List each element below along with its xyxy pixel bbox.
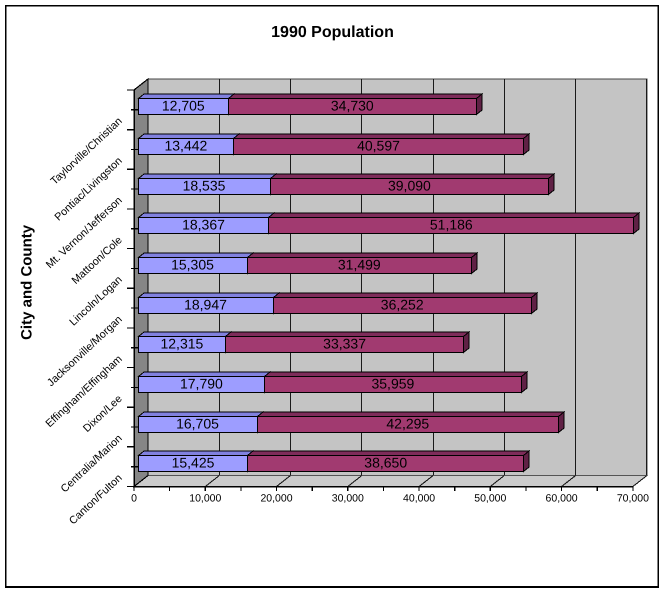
svg-text:31,499: 31,499 — [338, 257, 381, 273]
svg-text:12,705: 12,705 — [162, 98, 205, 114]
svg-text:0: 0 — [131, 493, 137, 505]
svg-text:35,959: 35,959 — [371, 376, 414, 392]
svg-text:1990 Population: 1990 Population — [271, 24, 394, 41]
svg-text:42,295: 42,295 — [386, 416, 429, 432]
svg-text:33,337: 33,337 — [323, 336, 366, 352]
svg-text:20,000: 20,000 — [260, 493, 292, 505]
svg-text:40,597: 40,597 — [357, 138, 400, 154]
svg-text:City and County: City and County — [19, 224, 36, 340]
svg-text:18,535: 18,535 — [183, 178, 226, 194]
svg-text:10,000: 10,000 — [189, 493, 221, 505]
svg-text:17,790: 17,790 — [180, 376, 223, 392]
svg-text:38,650: 38,650 — [364, 455, 407, 471]
svg-text:12,315: 12,315 — [160, 336, 203, 352]
svg-text:15,305: 15,305 — [171, 257, 214, 273]
svg-text:13,442: 13,442 — [164, 138, 207, 154]
svg-text:34,730: 34,730 — [331, 98, 374, 114]
svg-text:50,000: 50,000 — [474, 493, 506, 505]
svg-text:16,705: 16,705 — [176, 416, 219, 432]
svg-text:18,367: 18,367 — [182, 217, 225, 233]
svg-text:40,000: 40,000 — [403, 493, 435, 505]
svg-text:30,000: 30,000 — [332, 493, 364, 505]
svg-text:36,252: 36,252 — [381, 297, 424, 313]
svg-text:15,425: 15,425 — [172, 455, 215, 471]
svg-text:39,090: 39,090 — [388, 178, 431, 194]
svg-text:18,947: 18,947 — [184, 297, 227, 313]
svg-text:70,000: 70,000 — [617, 493, 649, 505]
svg-text:60,000: 60,000 — [546, 493, 578, 505]
svg-text:51,186: 51,186 — [430, 217, 473, 233]
